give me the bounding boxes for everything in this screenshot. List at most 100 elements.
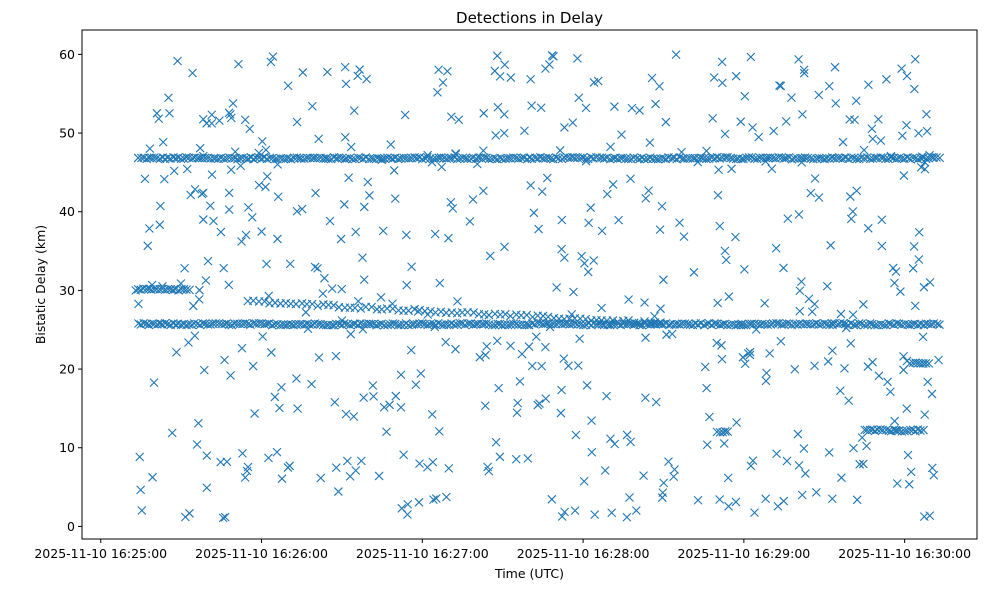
data-point-marker — [449, 320, 459, 330]
data-point-marker — [859, 145, 869, 155]
data-point-marker — [748, 123, 757, 132]
data-point-marker — [475, 352, 485, 362]
y-tick-label: 50 — [59, 126, 75, 141]
data-point-marker — [403, 500, 413, 509]
data-point-marker — [485, 251, 495, 261]
data-point-marker — [478, 186, 488, 196]
data-point-marker — [920, 410, 930, 420]
data-point-marker — [528, 312, 537, 322]
data-point-marker — [423, 462, 432, 472]
data-point-marker — [262, 259, 271, 269]
data-point-marker — [794, 55, 803, 64]
data-point-marker — [797, 158, 807, 167]
data-point-marker — [545, 322, 555, 332]
data-point-marker — [766, 320, 776, 329]
data-point-marker — [224, 188, 234, 198]
data-point-marker — [334, 153, 344, 163]
data-point-marker — [385, 400, 394, 410]
data-point-marker — [506, 311, 515, 321]
data-point-marker — [311, 188, 320, 198]
data-point-marker — [195, 143, 205, 153]
data-point-marker — [272, 447, 282, 457]
data-point-marker — [645, 138, 655, 147]
data-point-marker — [629, 153, 639, 162]
data-point-marker — [551, 153, 561, 162]
data-point-marker — [478, 146, 488, 155]
data-point-marker — [932, 152, 941, 162]
data-point-marker — [849, 443, 858, 453]
data-point-marker — [442, 492, 451, 502]
data-point-marker — [363, 177, 373, 187]
data-point-marker — [776, 336, 786, 346]
data-point-marker — [624, 295, 633, 304]
data-point-marker — [923, 377, 933, 387]
plot-frame — [81, 29, 978, 540]
data-point-marker — [655, 225, 665, 234]
data-point-marker — [195, 320, 205, 330]
data-point-marker — [794, 460, 804, 470]
data-point-marker — [140, 174, 150, 184]
data-point-marker — [828, 346, 837, 356]
data-point-marker — [329, 300, 339, 310]
data-point-marker — [158, 137, 168, 147]
data-point-marker — [273, 159, 283, 169]
data-point-marker — [659, 275, 668, 285]
data-point-marker — [349, 106, 359, 116]
data-point-marker — [359, 393, 369, 402]
data-point-marker — [186, 190, 196, 200]
data-point-marker — [715, 221, 725, 231]
data-point-marker — [266, 348, 276, 357]
data-point-marker — [724, 501, 733, 511]
data-point-marker — [469, 308, 479, 317]
data-point-marker — [702, 383, 711, 393]
data-point-marker — [454, 115, 464, 125]
data-point-marker — [771, 243, 781, 253]
data-point-marker — [902, 404, 912, 414]
data-point-marker — [593, 76, 603, 86]
data-point-marker — [910, 301, 920, 311]
data-point-marker — [651, 397, 661, 407]
data-point-marker — [499, 109, 509, 119]
data-point-marker — [437, 162, 447, 172]
data-point-marker — [522, 310, 532, 320]
data-point-marker — [905, 425, 915, 435]
data-point-marker — [152, 108, 162, 118]
data-point-marker — [618, 153, 628, 163]
data-point-marker — [340, 62, 350, 72]
data-point-marker — [444, 463, 454, 473]
data-point-marker — [915, 426, 925, 435]
data-point-marker — [300, 154, 309, 164]
data-point-marker — [910, 84, 919, 94]
data-point-marker — [273, 234, 282, 244]
data-point-marker — [899, 365, 908, 375]
data-point-marker — [535, 399, 544, 408]
data-point-marker — [331, 463, 341, 473]
data-point-marker — [292, 117, 302, 127]
data-point-marker — [675, 218, 684, 228]
data-point-marker — [227, 153, 237, 163]
data-point-marker — [238, 448, 247, 458]
data-point-marker — [216, 227, 226, 237]
data-point-marker — [865, 154, 875, 164]
data-point-marker — [736, 117, 746, 127]
data-point-marker — [862, 153, 872, 162]
data-point-marker — [472, 159, 482, 169]
data-point-marker — [744, 153, 754, 162]
data-point-marker — [797, 490, 807, 500]
data-point-marker — [605, 154, 615, 164]
data-point-marker — [830, 62, 840, 72]
data-point-marker — [896, 287, 905, 296]
y-tick-label: 60 — [59, 47, 75, 62]
data-point-marker — [826, 240, 836, 250]
data-point-marker — [137, 506, 147, 515]
data-point-marker — [822, 153, 832, 163]
data-point-marker — [606, 142, 615, 152]
data-point-marker — [155, 220, 165, 230]
data-point-marker — [337, 284, 347, 294]
data-point-marker — [316, 473, 326, 483]
data-point-marker — [556, 408, 566, 418]
data-point-marker — [906, 467, 916, 477]
data-point-marker — [877, 215, 887, 225]
data-points — [131, 50, 945, 523]
data-point-marker — [560, 507, 570, 517]
